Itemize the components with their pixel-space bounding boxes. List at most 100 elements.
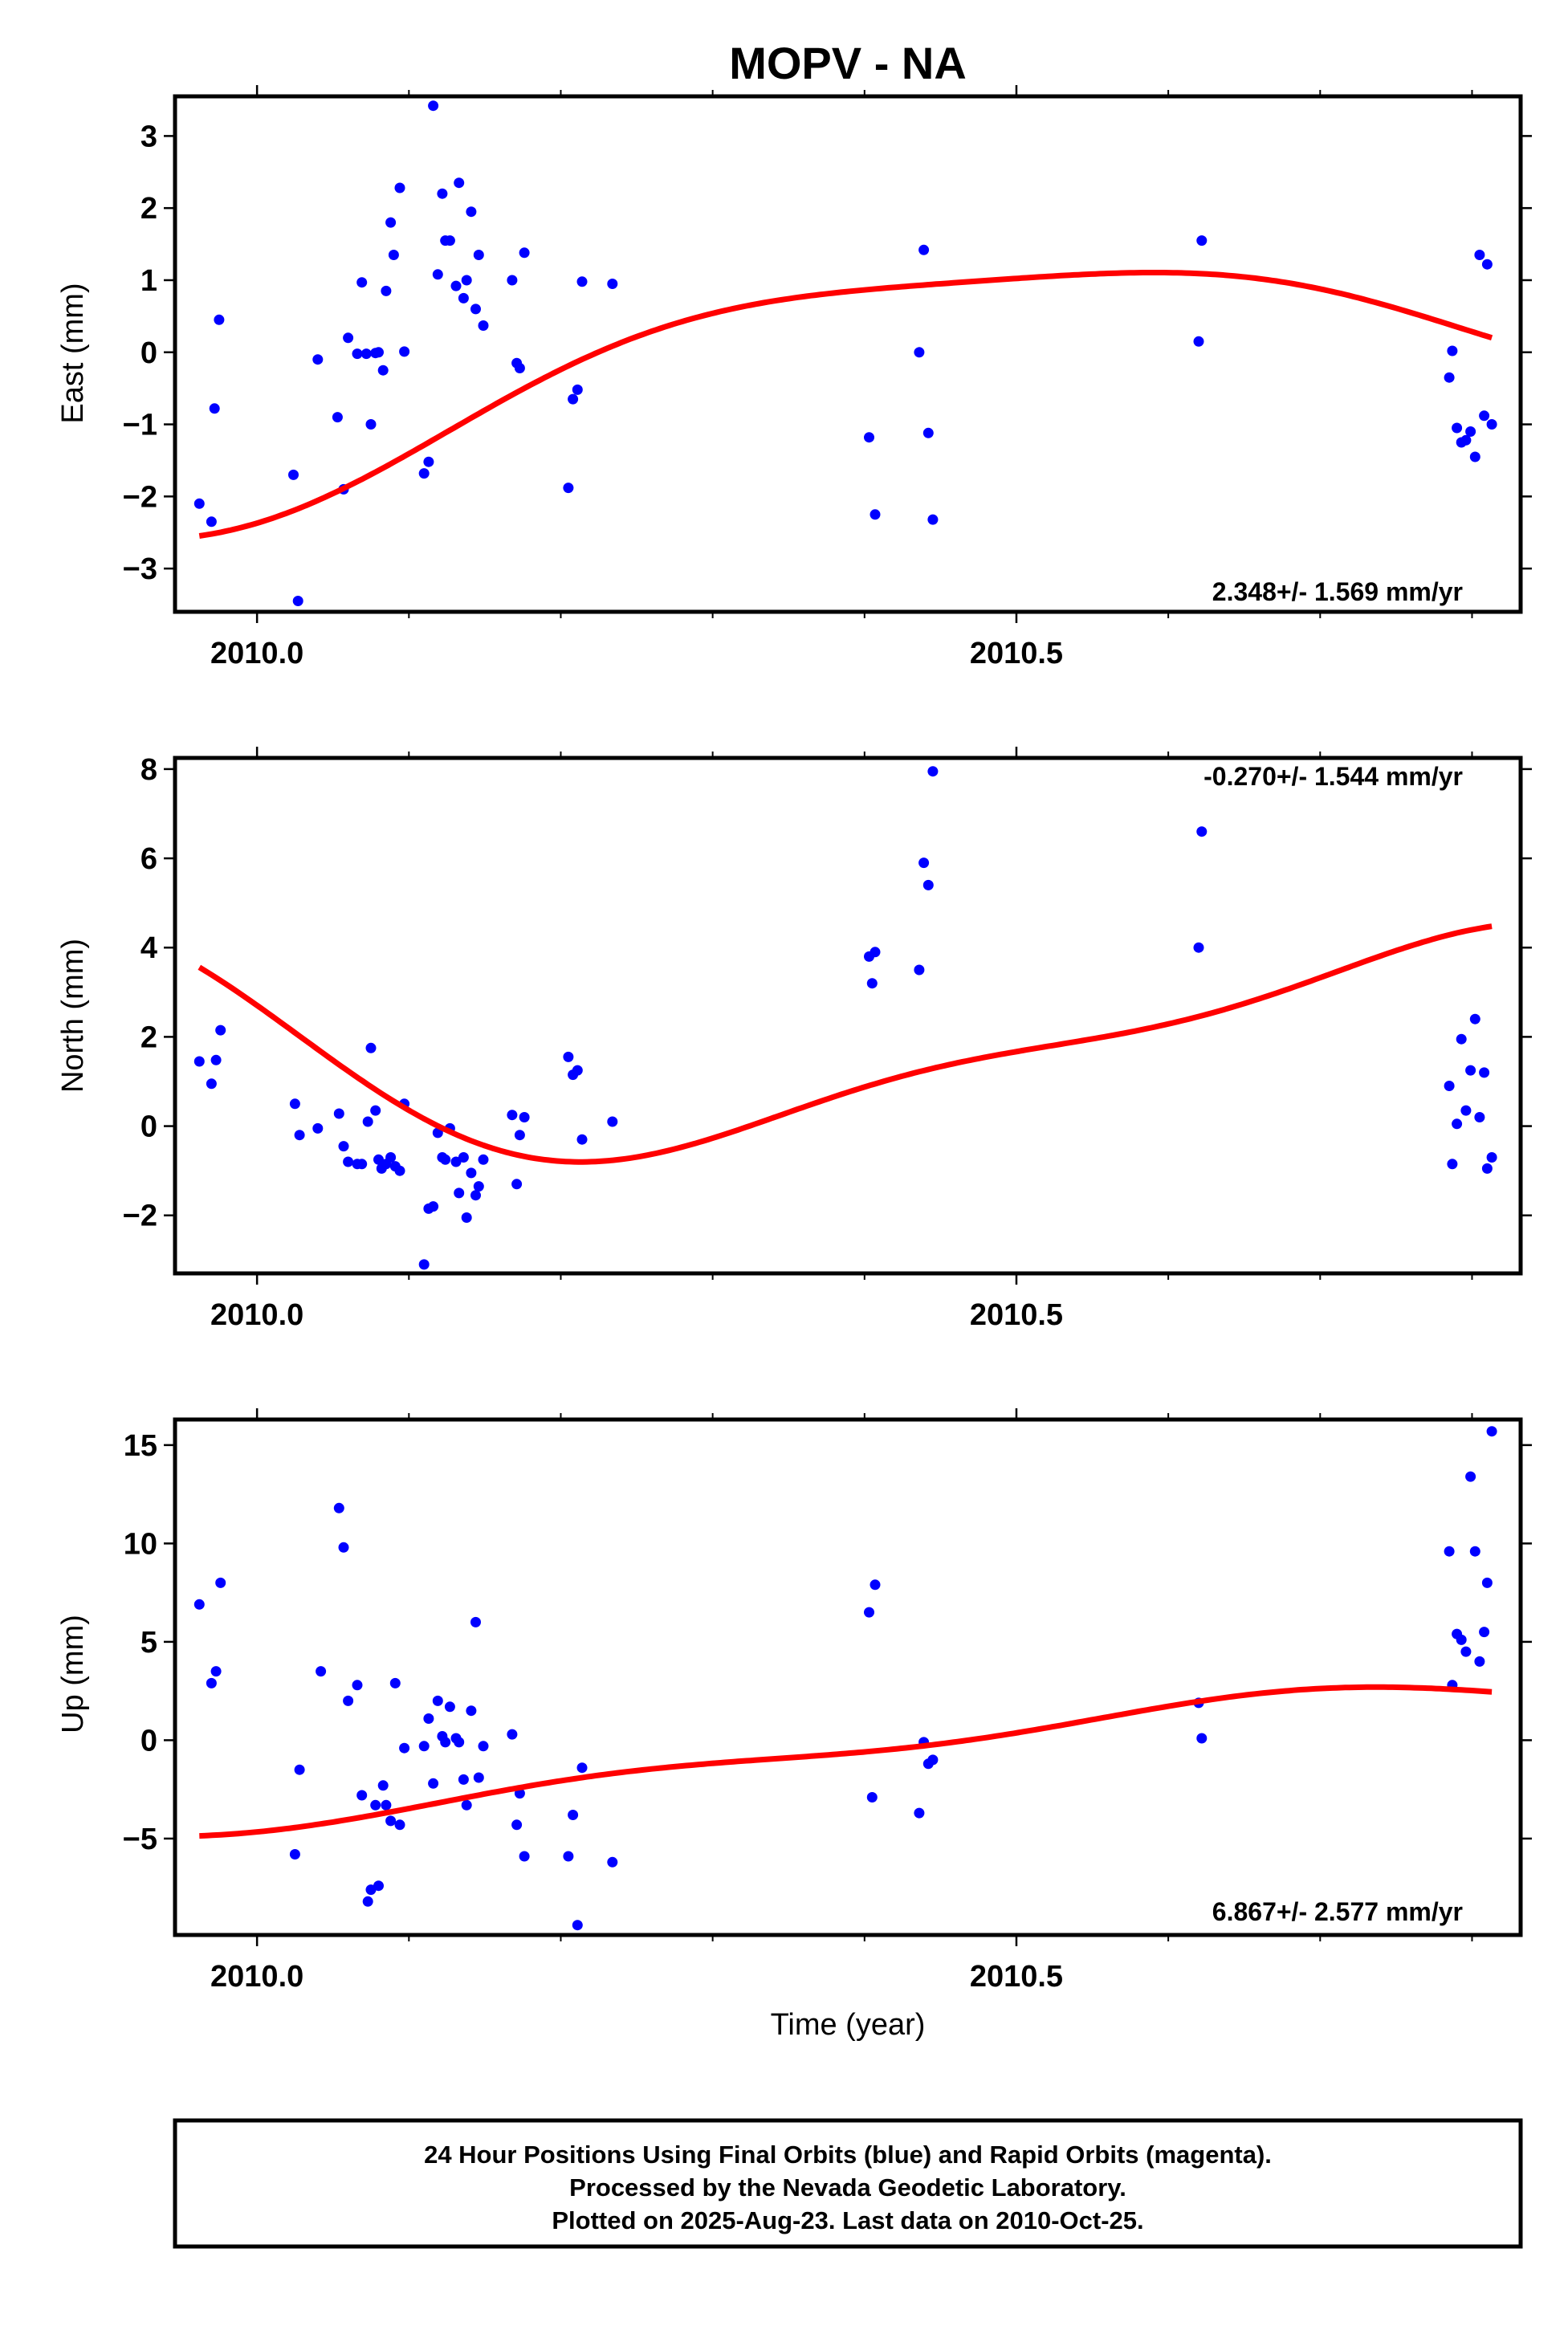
north-data-point <box>563 1051 574 1062</box>
east-data-point <box>381 285 392 296</box>
north-data-point <box>394 1165 405 1176</box>
north-data-point <box>576 1134 588 1145</box>
up-plot-frame <box>173 1417 1523 1937</box>
north-points <box>193 766 1497 1270</box>
north-rate-label: -0.270+/- 1.544 mm/yr <box>1203 762 1463 791</box>
north-data-point <box>440 1154 451 1165</box>
up-data-point <box>870 1579 881 1591</box>
east-data-point <box>1452 422 1463 434</box>
up-data-point <box>423 1713 434 1724</box>
up-data-point <box>356 1790 368 1801</box>
up-data-point <box>1196 1733 1208 1744</box>
up-data-point <box>572 1920 583 1931</box>
up-data-point <box>576 1762 588 1774</box>
north-ytick-label: 2 <box>141 1020 157 1054</box>
north-data-point <box>289 1098 300 1110</box>
east-panel: East (mm) 2.348+/- 1.569 mm/yr −3 −2 −1 0 1 2… <box>56 85 1532 670</box>
north-data-point <box>450 1156 462 1167</box>
east-data-point <box>572 384 583 395</box>
east-data-point <box>563 483 574 494</box>
up-xtick-label: 2010.0 <box>210 1960 303 1994</box>
up-data-point <box>394 1819 405 1831</box>
up-xtick-label: 2010.5 <box>970 1960 1063 1994</box>
up-data-point <box>289 1849 300 1860</box>
up-data-point <box>381 1799 392 1811</box>
north-data-point <box>294 1130 305 1141</box>
east-data-point <box>288 469 299 480</box>
east-data-point <box>356 277 368 288</box>
up-panel: Up (mm) 6.867+/- 2.577 mm/yr −5 0 5 10 15 201… <box>56 1408 1532 1994</box>
east-data-point <box>461 275 472 286</box>
north-data-point <box>206 1078 217 1090</box>
up-data-point <box>440 1737 451 1748</box>
east-data-point <box>1447 345 1458 356</box>
north-data-point <box>458 1152 469 1163</box>
up-data-point <box>316 1666 327 1677</box>
east-data-point <box>377 365 389 376</box>
north-data-point <box>1193 942 1204 953</box>
up-ytick-label: 15 <box>124 1429 157 1463</box>
east-data-point <box>343 332 354 344</box>
east-ytick-label: 3 <box>141 120 157 153</box>
up-data-point <box>377 1780 389 1791</box>
north-data-point <box>418 1259 430 1270</box>
north-data-point <box>466 1167 477 1179</box>
east-data-point <box>437 188 448 199</box>
up-data-point <box>1456 1634 1467 1645</box>
up-data-point <box>1486 1426 1497 1437</box>
up-data-point <box>866 1792 878 1802</box>
up-data-point <box>461 1799 472 1811</box>
up-data-point <box>352 1680 363 1691</box>
up-data-point <box>507 1729 518 1740</box>
east-data-point <box>399 346 410 357</box>
north-data-point <box>478 1154 489 1165</box>
east-ytick-label: −1 <box>123 409 157 442</box>
north-data-point <box>607 1116 618 1127</box>
east-data-point <box>519 247 530 259</box>
east-xtick-label: 2010.0 <box>210 637 303 670</box>
north-ytick-label: −2 <box>123 1200 157 1233</box>
up-ytick-label: 10 <box>124 1527 157 1561</box>
east-data-point <box>918 244 930 255</box>
east-data-point <box>444 235 455 246</box>
east-data-point <box>507 275 518 286</box>
up-points <box>193 1426 1497 1931</box>
east-data-point <box>360 348 372 360</box>
up-data-point <box>294 1764 305 1775</box>
up-data-point <box>607 1856 618 1868</box>
north-data-point <box>461 1212 472 1223</box>
north-data-point <box>210 1054 222 1065</box>
east-data-point <box>332 412 343 423</box>
up-fit-curve <box>199 1684 1493 1839</box>
north-data-point <box>373 1154 384 1165</box>
north-data-point <box>1481 1163 1493 1174</box>
north-data-point <box>1196 826 1208 837</box>
north-data-point <box>365 1042 377 1053</box>
north-data-point <box>1456 1033 1467 1045</box>
east-data-point <box>352 348 363 360</box>
up-ytick-label: 5 <box>141 1626 157 1660</box>
north-data-point <box>356 1159 368 1170</box>
north-data-point <box>193 1056 205 1067</box>
east-data-point <box>478 320 489 331</box>
east-data-point <box>388 250 399 260</box>
up-ytick-label: −5 <box>123 1823 157 1856</box>
east-data-point <box>292 596 303 606</box>
east-data-point <box>914 347 925 358</box>
north-data-point <box>922 879 934 890</box>
north-data-point <box>1479 1067 1490 1078</box>
up-data-point <box>470 1616 481 1627</box>
east-plot-frame <box>173 94 1523 614</box>
east-data-point <box>927 514 939 525</box>
up-data-point <box>428 1778 439 1789</box>
east-data-point <box>458 292 469 303</box>
north-data-point <box>507 1110 518 1121</box>
north-data-point <box>312 1122 324 1134</box>
east-data-point <box>864 432 874 443</box>
east-points <box>193 100 1497 606</box>
north-ytick-label: 0 <box>141 1110 157 1144</box>
up-data-point <box>215 1577 226 1588</box>
north-data-point <box>870 947 881 958</box>
north-data-point <box>1447 1159 1458 1170</box>
